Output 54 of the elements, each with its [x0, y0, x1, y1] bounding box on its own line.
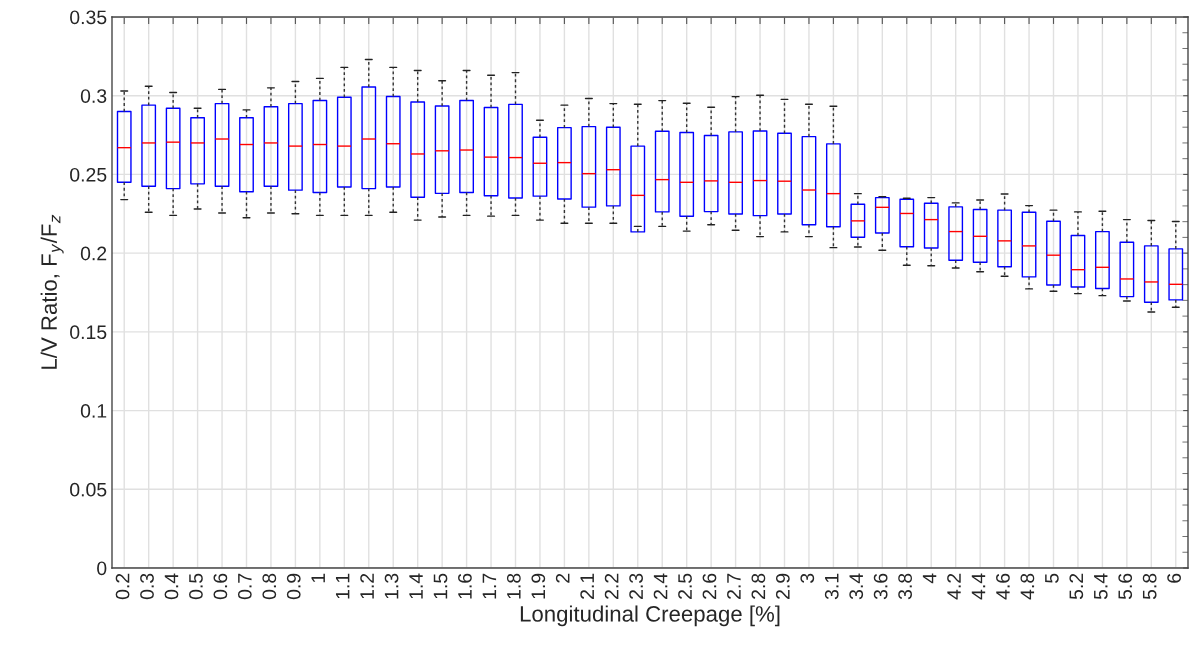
x-tick-label: 5.8 — [1142, 573, 1157, 600]
y-tick-label: 0 — [97, 561, 107, 576]
x-tick-label: 0.4 — [164, 573, 179, 600]
x-tick-label: 1.1 — [335, 573, 350, 599]
x-tick-label: 0.6 — [213, 573, 228, 600]
x-tick-label: 0.2 — [115, 573, 130, 600]
x-tick-label: 1.6 — [458, 573, 472, 599]
x-tick-label: 3 — [800, 573, 815, 583]
x-tick-label: 4.4 — [971, 573, 986, 600]
x-tick-label: 5.2 — [1069, 573, 1084, 600]
x-tick-label: 1.3 — [384, 573, 399, 599]
x-tick-label: 2 — [555, 573, 570, 583]
x-tick-label: 3.8 — [898, 573, 912, 600]
x-tick-label: 3.1 — [824, 573, 839, 600]
x-tick-label: 3.6 — [873, 573, 888, 600]
y-tick-label: 0.35 — [70, 10, 107, 25]
x-tick-label: 2.8 — [751, 573, 766, 599]
x-tick-label: 0.5 — [189, 573, 203, 600]
y-tick-label: 0.15 — [70, 325, 107, 340]
x-tick-label: 5.6 — [1118, 573, 1133, 600]
x-tick-label: 5.4 — [1094, 573, 1108, 600]
x-tick-label: 1.7 — [482, 573, 497, 599]
x-tick-label: 2.2 — [604, 573, 619, 599]
x-tick-label: 1.4 — [409, 573, 423, 599]
x-tick-label: 4.2 — [947, 573, 961, 600]
x-tick-label: 5 — [1045, 573, 1059, 583]
y-tick-label: 0.3 — [80, 89, 107, 103]
x-tick-label: 1.2 — [360, 573, 374, 599]
x-tick-label: 0.7 — [237, 573, 252, 600]
x-tick-label: 2.5 — [678, 573, 692, 599]
x-tick-label: 0.9 — [286, 573, 301, 600]
x-tick-label: 2.6 — [702, 573, 717, 599]
x-tick-label: 2.9 — [775, 573, 790, 599]
x-tick-label: 2.7 — [727, 573, 741, 599]
y-tick-label: 0.2 — [80, 246, 107, 261]
x-tick-label: 1 — [311, 573, 325, 583]
y-tick-label: 0.25 — [70, 167, 107, 182]
x-tick-label: 2.3 — [629, 573, 643, 599]
y-tick-label: 0.05 — [70, 482, 107, 497]
x-tick-label: 2.4 — [653, 573, 668, 599]
x-tick-label: 4.8 — [1020, 573, 1035, 600]
x-tick-label: 1.8 — [506, 573, 521, 599]
x-tick-label: 4 — [922, 573, 937, 584]
x-tick-label: 4.6 — [996, 573, 1010, 600]
x-tick-label: 6 — [1167, 573, 1181, 583]
y-tick-label: 0.1 — [80, 404, 107, 418]
x-tick-label: 2.1 — [580, 573, 594, 599]
x-tick-label: 0.8 — [262, 573, 277, 600]
x-tick-label: 1.5 — [433, 573, 448, 599]
x-tick-label: 1.9 — [531, 573, 546, 599]
x-axis-title: Longitudinal Creepage [%] — [520, 605, 780, 627]
x-tick-label: 0.3 — [140, 573, 154, 600]
y-axis-title: L/V Ratio, F$_{y}$/F$_{z}$ — [40, 214, 64, 369]
x-tick-label: 3.4 — [849, 573, 864, 600]
